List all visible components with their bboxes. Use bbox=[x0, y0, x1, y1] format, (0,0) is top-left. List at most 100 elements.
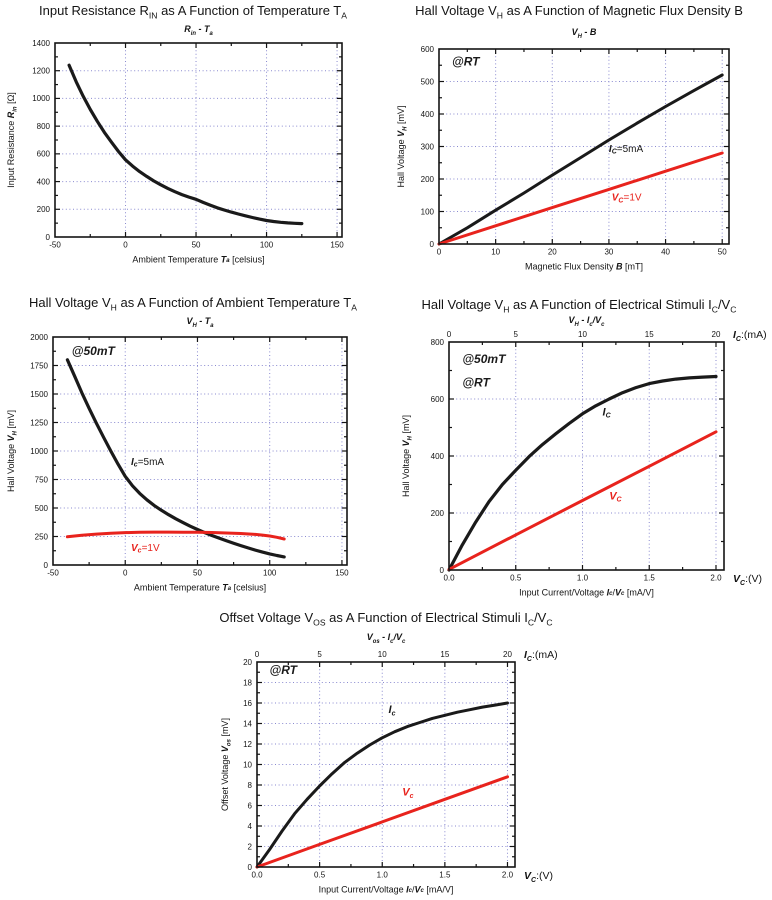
y-tick-label: 1400 bbox=[32, 39, 50, 48]
y-tick-label: 0 bbox=[46, 233, 51, 242]
curve-IC bbox=[447, 374, 718, 572]
y-tick-label: 2 bbox=[248, 842, 253, 851]
x-tick-label: 1.0 bbox=[577, 573, 589, 582]
y-tick-label: 0 bbox=[248, 863, 253, 872]
y-tick-label: 750 bbox=[35, 475, 49, 484]
x-tick-label: 1.5 bbox=[644, 573, 656, 582]
x-tick-label: 50 bbox=[192, 240, 201, 249]
x-tick-label: 50 bbox=[718, 247, 727, 256]
curve-RIN bbox=[67, 63, 304, 226]
annotation: Vc=1V bbox=[131, 543, 160, 555]
x-tick-label: 10 bbox=[491, 247, 500, 256]
y-tick-label: 200 bbox=[431, 509, 445, 518]
top-tick-label: 10 bbox=[578, 330, 587, 339]
x-axis-title: Ambient Temperature Ta [celsius] bbox=[132, 255, 264, 265]
y-tick-label: 600 bbox=[431, 395, 445, 404]
top-tick-label: 0 bbox=[447, 330, 452, 339]
plot-frame bbox=[256, 661, 516, 868]
chart-subtitle: VH - Ic/Vc bbox=[568, 315, 605, 328]
y-tick-label: 100 bbox=[421, 207, 435, 216]
top-tick-label: 5 bbox=[514, 330, 519, 339]
y-axis-title: Input Resistance Rin [Ω] bbox=[6, 92, 19, 188]
y-tick-label: 0 bbox=[430, 240, 435, 249]
y-tick-label: 200 bbox=[421, 175, 435, 184]
y-tick-label: 6 bbox=[248, 801, 253, 810]
annotation: Ic bbox=[389, 704, 396, 717]
annotation: Ic=5mA bbox=[131, 456, 164, 468]
y-tick-label: 12 bbox=[243, 740, 252, 749]
bottom-corner-label: VC:(V) bbox=[733, 573, 762, 587]
x-tick-label: 2.0 bbox=[710, 573, 722, 582]
annotation: Vc bbox=[402, 787, 413, 800]
y-axis-title: Hall Voltage VH [mV] bbox=[401, 415, 414, 497]
chart-title: Hall Voltage VH as A Function of Electri… bbox=[421, 297, 737, 315]
gridlines bbox=[449, 342, 724, 570]
y-tick-label: 1250 bbox=[30, 418, 48, 427]
chart-hall-voltage-vs-temperature: Hall Voltage VH as A Function of Ambient… bbox=[0, 290, 386, 602]
gridlines bbox=[439, 49, 729, 244]
top-corner-label: IC:(mA) bbox=[524, 649, 558, 663]
x-tick-label: 150 bbox=[330, 240, 344, 249]
y-axis-title: Hall Voltage VH [mV] bbox=[6, 410, 19, 492]
y-tick-label: 1750 bbox=[30, 361, 48, 370]
y-tick-label: 20 bbox=[243, 658, 252, 667]
annotation: @RT bbox=[270, 663, 299, 677]
annotation: @50mT bbox=[462, 352, 507, 366]
y-tick-label: 500 bbox=[35, 504, 49, 513]
x-tick-label: 0.0 bbox=[251, 870, 263, 879]
axis-ticks bbox=[53, 337, 347, 565]
gridlines bbox=[53, 337, 347, 565]
chart-offset-voltage-vs-electrical-stimuli: Offset Voltage VOS as A Function of Elec… bbox=[190, 600, 582, 900]
annotation: @RT bbox=[452, 55, 481, 69]
top-tick-label: 0 bbox=[255, 650, 260, 659]
chart-subtitle: Vos - Ic/Vc bbox=[366, 632, 406, 645]
x-tick-label: 50 bbox=[193, 568, 202, 577]
x-axis-title: Input Current/Voltage Ic/Vc [mA/V] bbox=[319, 885, 454, 895]
top-corner-label: IC:(mA) bbox=[733, 329, 767, 343]
chart-subtitle: Rin - Ta bbox=[184, 24, 213, 37]
top-tick-label: 15 bbox=[645, 330, 654, 339]
chart-title: Hall Voltage VH as A Function of Magneti… bbox=[415, 3, 743, 21]
top-tick-label: 20 bbox=[712, 330, 721, 339]
chart-hall-voltage-vs-flux-density: Hall Voltage VH as A Function of Magneti… bbox=[386, 0, 772, 285]
y-tick-label: 1500 bbox=[30, 390, 48, 399]
x-tick-label: 0.5 bbox=[510, 573, 522, 582]
x-tick-label: 0 bbox=[437, 247, 442, 256]
y-tick-label: 18 bbox=[243, 678, 252, 687]
y-tick-label: 800 bbox=[37, 122, 51, 131]
y-tick-label: 200 bbox=[37, 205, 51, 214]
y-tick-label: 600 bbox=[421, 45, 435, 54]
x-tick-label: 0.5 bbox=[314, 870, 326, 879]
x-tick-label: 1.0 bbox=[377, 870, 389, 879]
curve-IC=5mA bbox=[65, 358, 286, 559]
x-tick-label: 0 bbox=[123, 240, 128, 249]
curve-VC=1V bbox=[437, 151, 724, 246]
axis-ticks bbox=[55, 43, 342, 237]
top-tick-label: 15 bbox=[440, 650, 449, 659]
y-tick-label: 400 bbox=[37, 177, 51, 186]
y-tick-label: 4 bbox=[248, 822, 253, 831]
y-tick-label: 1000 bbox=[30, 447, 48, 456]
x-tick-label: 40 bbox=[661, 247, 670, 256]
gridlines bbox=[257, 662, 515, 867]
curve-IC=5mA bbox=[437, 73, 724, 246]
annotation: VC=1V bbox=[612, 192, 642, 204]
axis-ticks bbox=[449, 342, 724, 570]
x-tick-label: -50 bbox=[49, 240, 61, 249]
curve-VC bbox=[255, 775, 509, 869]
chart-subtitle: VH - B bbox=[571, 27, 597, 40]
plot-frame bbox=[54, 42, 343, 238]
bottom-corner-label: VC:(V) bbox=[524, 870, 553, 884]
axis-ticks bbox=[257, 662, 515, 867]
annotation: @50mT bbox=[72, 344, 117, 358]
curve-IC bbox=[255, 701, 509, 869]
top-tick-label: 10 bbox=[378, 650, 387, 659]
y-tick-label: 8 bbox=[248, 781, 253, 790]
y-tick-label: 0 bbox=[440, 566, 445, 575]
y-tick-label: 0 bbox=[44, 561, 49, 570]
y-tick-label: 400 bbox=[421, 110, 435, 119]
y-axis-title: Hall Voltage VH [mV] bbox=[396, 106, 409, 188]
